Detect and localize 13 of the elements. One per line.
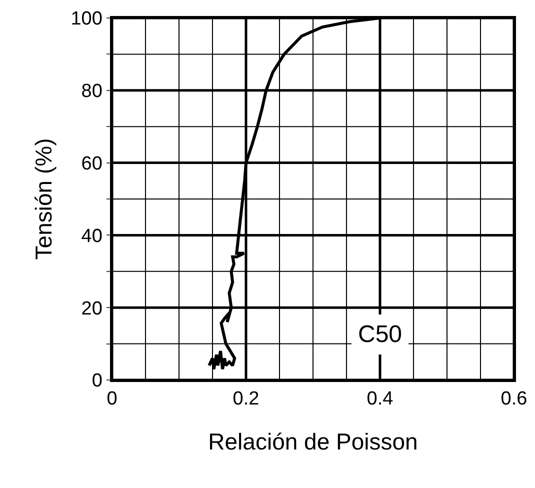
x-axis-title: Relación de Poisson: [208, 428, 418, 455]
y-tick-label: 20: [81, 298, 102, 320]
x-tick-label: 0: [106, 388, 118, 410]
y-tick-label: 60: [81, 153, 102, 174]
y-tick-label: 100: [70, 8, 102, 30]
annotation: C50: [358, 321, 402, 348]
x-tick-label: 0.4: [366, 388, 394, 410]
x-tick-label: 0.6: [500, 388, 528, 410]
x-tick-label: 0.2: [232, 388, 260, 410]
y-tick-label: 40: [81, 226, 102, 247]
y-tick-label: 80: [81, 81, 102, 102]
y-tick-label: 0: [92, 370, 102, 392]
y-axis-title: Tensión (%): [30, 138, 57, 260]
